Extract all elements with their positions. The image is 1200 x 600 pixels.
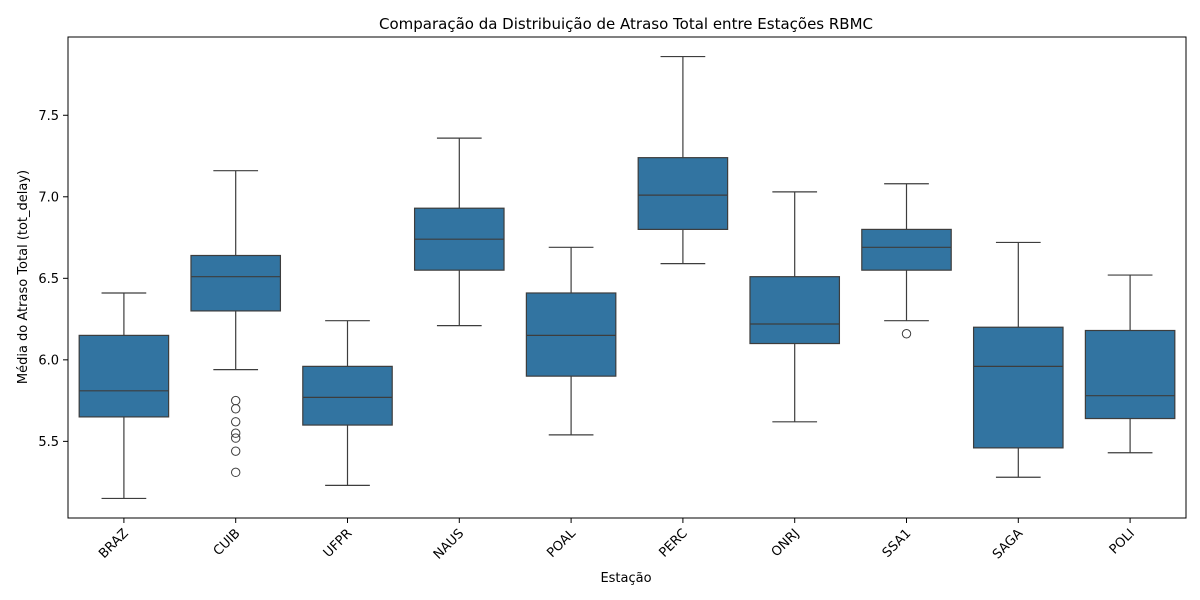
box-group-onrj [749,191,841,423]
box-group-cuib [190,170,282,478]
box-iqr [749,276,841,345]
box-iqr [525,292,617,377]
x-tick-label: SAGA [990,526,1026,562]
box-group-saga [972,241,1064,478]
x-tick-label: UFPR [321,526,356,561]
box-iqr [861,228,952,271]
y-axis: 5.5 6.0 6.5 7.0 7.5 [38,109,68,450]
outlier-point [231,404,241,414]
x-tick-label: SSA1 [880,526,915,561]
chart-title: Comparação da Distribuição de Atraso Tot… [379,15,873,33]
x-tick-label: NAUS [431,526,467,562]
box-iqr [302,365,393,426]
outlier-point [231,446,241,456]
box-iqr [78,334,170,418]
y-tick-label: 6.0 [38,353,59,368]
outlier-point [231,433,241,443]
outlier-point [231,417,241,427]
box-group-poal [525,246,617,436]
box-group-perc [637,55,729,265]
box-iqr [972,326,1064,449]
y-tick-label: 7.5 [38,109,59,124]
x-tick-label: CUIB [211,526,244,559]
x-axis-title: Estação [600,571,651,586]
x-tick-label: PERC [656,526,690,560]
x-tick-label: POAL [544,526,579,561]
outlier-point [231,395,241,406]
y-tick-label: 5.5 [38,435,59,450]
x-tick-label: BRAZ [96,526,132,562]
x-tick-label: ONRJ [769,526,803,560]
box-group-poli [1084,274,1176,454]
box-iqr [190,254,282,312]
box-group-ssa1 [861,183,952,339]
outlier-point [901,329,912,339]
outlier-point [231,467,241,478]
box-iqr [637,157,729,230]
x-tick-label: POLI [1107,526,1138,557]
y-axis-title: Média do Atraso Total (tot_delay) [16,170,31,384]
x-axis: BRAZ CUIB UFPR NAUS POAL PERC ONRJ SSA1 SAGA POLI [96,518,1138,563]
box-group-braz [78,292,170,500]
box-group-naus [413,137,505,327]
plot-frame [67,36,1187,519]
y-tick-label: 7.0 [38,190,59,205]
outlier-point [231,428,241,438]
y-tick-label: 6.5 [38,272,59,287]
box-group-ufpr [302,320,393,486]
plot-area [78,55,1176,500]
box-iqr [1084,329,1176,420]
